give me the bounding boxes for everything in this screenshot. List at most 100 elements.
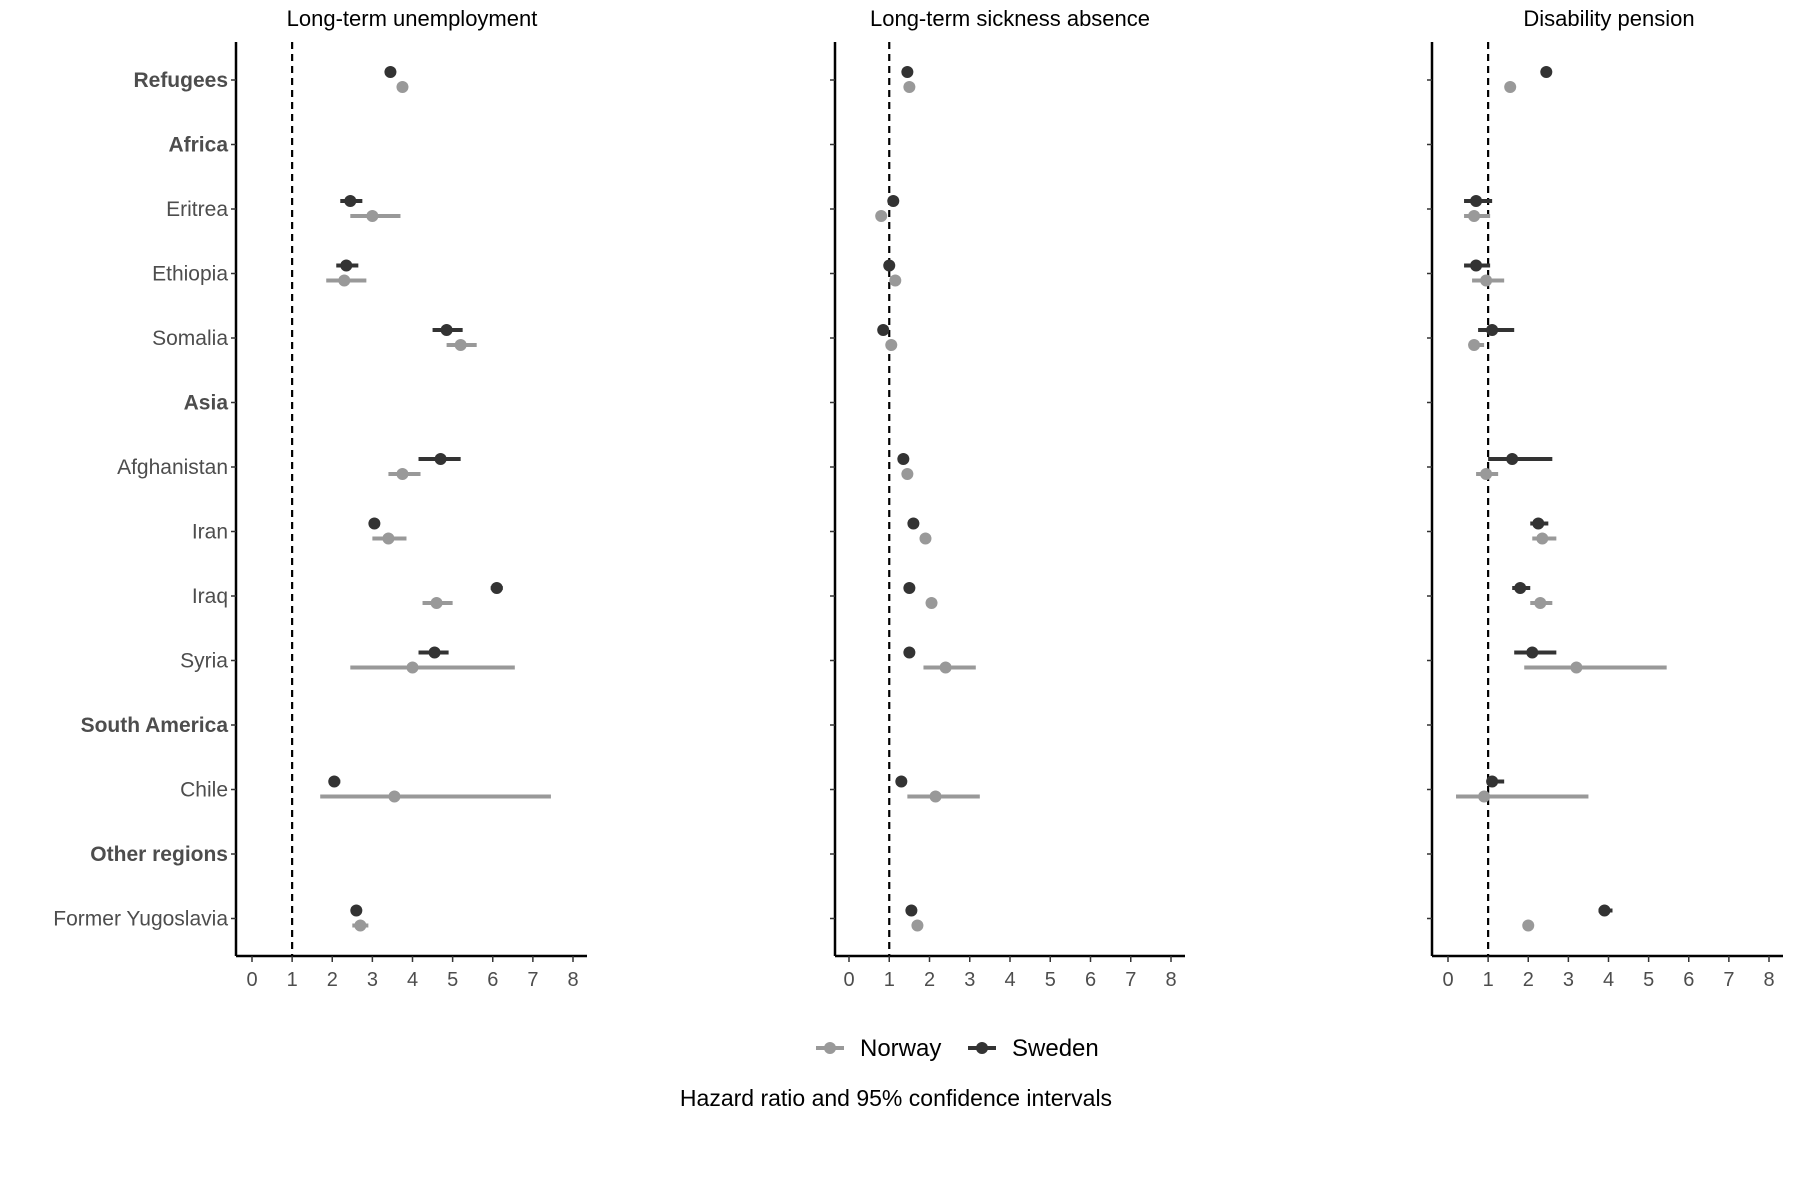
sweden-hr-point [1486, 324, 1499, 336]
norway-hr-point [901, 468, 914, 480]
norway-hr-point [1480, 468, 1493, 480]
norway-hr-point [1478, 790, 1491, 803]
x-tick-label: 2 [327, 969, 338, 991]
x-tick-label: 7 [527, 969, 538, 991]
x-tick-label: 5 [1045, 969, 1056, 991]
x-tick-label: 3 [1563, 969, 1574, 991]
norway-hr-point [885, 339, 898, 351]
x-tick-label: 4 [1004, 969, 1015, 991]
sweden-hr-point [1470, 195, 1483, 207]
x-tick-label: 3 [367, 969, 378, 991]
x-tick-label: 4 [407, 969, 418, 991]
norway-hr-point [1522, 919, 1535, 932]
sweden-hr-point [344, 195, 357, 207]
norway-hr-point [396, 81, 409, 93]
sweden-hr-point [1506, 453, 1519, 465]
sweden-hr-point [1526, 646, 1539, 659]
group-label: Asia [184, 392, 229, 415]
sweden-hr-point [434, 453, 447, 465]
group-label: South America [81, 714, 229, 737]
sweden-hr-point [903, 582, 916, 594]
country-label: Chile [180, 779, 228, 802]
panel-title: Long-term unemployment [287, 6, 538, 31]
x-axis-title: Hazard ratio and 95% confidence interval… [680, 1085, 1112, 1111]
sweden-hr-point [907, 517, 920, 530]
x-tick-label: 1 [287, 969, 298, 991]
x-tick-label: 1 [1483, 969, 1494, 991]
x-tick-label: 1 [884, 969, 895, 991]
norway-hr-point [903, 81, 916, 93]
sweden-hr-point [1532, 517, 1545, 530]
country-label: Eritrea [166, 198, 228, 221]
country-label: Iran [192, 521, 228, 544]
x-tick-label: 2 [1523, 969, 1534, 991]
sweden-hr-point [368, 517, 381, 530]
x-tick-label: 8 [567, 969, 578, 991]
sweden-hr-point [887, 195, 900, 207]
norway-hr-point [382, 532, 395, 545]
norway-hr-point [338, 274, 351, 287]
country-label: Iraq [192, 585, 228, 608]
x-tick-label: 7 [1723, 969, 1734, 991]
norway-hr-point [454, 339, 467, 351]
norway-hr-point [1536, 532, 1549, 545]
x-tick-label: 0 [1442, 969, 1453, 991]
norway-hr-point [875, 210, 888, 222]
legend-key-norway-point [824, 1042, 836, 1054]
norway-hr-point [396, 468, 409, 480]
x-tick-label: 6 [1683, 969, 1694, 991]
legend-key-sweden-point [976, 1042, 988, 1054]
country-label: Somalia [152, 327, 228, 350]
norway-hr-point [388, 790, 401, 803]
norway-hr-point [911, 919, 924, 932]
sweden-hr-point [328, 775, 341, 788]
group-label: Africa [168, 134, 228, 157]
x-tick-label: 2 [924, 969, 935, 991]
group-label: Refugees [133, 69, 228, 92]
x-tick-label: 3 [964, 969, 975, 991]
panel-title: Long-term sickness absence [870, 6, 1150, 31]
x-tick-label: 8 [1763, 969, 1774, 991]
sweden-hr-point [903, 646, 916, 659]
norway-hr-point [919, 532, 932, 545]
norway-hr-point [1468, 210, 1481, 222]
sweden-hr-point [440, 324, 453, 336]
sweden-hr-point [1540, 66, 1553, 78]
sweden-hr-point [883, 259, 896, 272]
legend-label-norway: Norway [860, 1035, 941, 1062]
norway-hr-point [1468, 339, 1481, 351]
norway-hr-point [406, 661, 419, 674]
norway-hr-point [1570, 661, 1583, 674]
panel-title: Disability pension [1523, 6, 1694, 31]
norway-hr-point [1480, 274, 1493, 287]
x-tick-label: 6 [487, 969, 498, 991]
norway-hr-point [1504, 81, 1517, 93]
norway-hr-point [1534, 597, 1547, 609]
sweden-hr-point [428, 646, 441, 659]
x-tick-label: 0 [246, 969, 257, 991]
sweden-hr-point [897, 453, 910, 465]
country-label: Ethiopia [152, 263, 228, 286]
sweden-hr-point [1514, 582, 1527, 594]
sweden-hr-point [901, 66, 914, 78]
x-tick-label: 5 [447, 969, 458, 991]
x-tick-label: 4 [1603, 969, 1614, 991]
sweden-hr-point [490, 582, 503, 594]
norway-hr-point [925, 597, 938, 609]
norway-hr-point [354, 919, 367, 932]
norway-hr-point [366, 210, 379, 222]
x-tick-label: 8 [1165, 969, 1176, 991]
x-tick-label: 6 [1085, 969, 1096, 991]
norway-hr-point [430, 597, 443, 609]
sweden-hr-point [1598, 904, 1611, 917]
country-label: Afghanistan [117, 456, 228, 479]
sweden-hr-point [384, 66, 397, 78]
x-tick-label: 7 [1125, 969, 1136, 991]
norway-hr-point [929, 790, 942, 803]
sweden-hr-point [1486, 775, 1499, 788]
x-tick-label: 5 [1643, 969, 1654, 991]
sweden-hr-point [895, 775, 908, 788]
norway-hr-point [889, 274, 902, 287]
